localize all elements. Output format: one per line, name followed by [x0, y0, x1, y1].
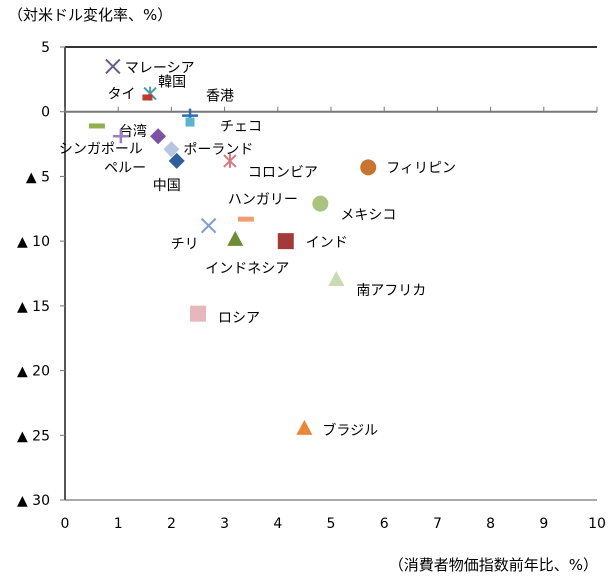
- data-label: ブラジル: [322, 422, 378, 439]
- star-marker: [223, 153, 237, 168]
- square-marker: [277, 233, 294, 250]
- data-point: 香港: [182, 89, 234, 123]
- data-point: インドネシア: [205, 230, 289, 277]
- triangle-marker: [296, 419, 313, 435]
- data-label: 南アフリカ: [356, 283, 426, 299]
- data-point: ロシア: [190, 305, 260, 327]
- triangle-marker: [227, 230, 244, 246]
- plus-marker: [112, 129, 129, 144]
- data-point: 南アフリカ: [328, 270, 426, 299]
- y-tick-label: 5: [41, 40, 50, 56]
- x-tick-label: 2: [167, 516, 176, 532]
- x-marker: [105, 58, 121, 75]
- y-tick-label: ▲ 30: [17, 493, 50, 509]
- rect-marker: [142, 94, 153, 101]
- y-axis-label: （対米ドル変化率、%）: [8, 6, 172, 24]
- x-tick-label: 4: [273, 516, 282, 532]
- data-point: ハンガリー: [228, 192, 298, 222]
- data-label: フィリピン: [386, 160, 456, 176]
- square-marker: [185, 117, 195, 127]
- data-point: ブラジル: [296, 419, 378, 439]
- y-tick-label: ▲ 25: [17, 428, 50, 444]
- x-tick-label: 1: [114, 516, 123, 532]
- x-tick-label: 6: [380, 516, 389, 532]
- data-label: ペルー: [104, 160, 146, 176]
- data-point: マレーシア: [105, 58, 195, 76]
- data-point: タイ: [107, 86, 153, 102]
- data-point: コロンビア: [223, 153, 318, 181]
- x-tick-label: 0: [61, 516, 70, 532]
- data-label: ポーランド: [183, 142, 253, 158]
- diamond-marker: [168, 152, 185, 169]
- data-label: 香港: [206, 89, 234, 105]
- data-point: ポーランド: [163, 141, 253, 158]
- data-label: ハンガリー: [228, 192, 298, 208]
- data-point: 中国: [153, 152, 185, 194]
- data-point: フィリピン: [360, 159, 456, 176]
- x-axis-label: （消費者物価指数前年比、%）: [389, 556, 598, 574]
- dash-marker: [88, 123, 105, 129]
- data-label: コロンビア: [248, 165, 318, 181]
- data-point: インド: [277, 233, 348, 251]
- x-tick-label: 5: [327, 516, 336, 532]
- data-point: チェコ: [185, 117, 262, 135]
- diamond-marker: [150, 128, 167, 145]
- x-tick-label: 7: [433, 516, 442, 532]
- data-label: シンガポール: [59, 141, 143, 157]
- data-point: ペルー: [104, 128, 167, 176]
- data-label: タイ: [107, 86, 135, 102]
- x-tick-label: 8: [486, 516, 495, 532]
- data-point: チリ: [171, 217, 217, 253]
- y-tick-label: ▲ 10: [17, 234, 50, 250]
- triangle-marker: [328, 270, 345, 286]
- data-label: マレーシア: [125, 60, 195, 76]
- data-label: チェコ: [220, 119, 262, 135]
- data-label: 韓国: [158, 75, 186, 91]
- circle-marker: [312, 195, 329, 212]
- circle-marker: [360, 159, 377, 176]
- diamond-marker: [163, 141, 180, 158]
- data-label: メキシコ: [340, 208, 396, 224]
- x-tick-label: 10: [588, 516, 606, 532]
- data-point: メキシコ: [312, 195, 396, 224]
- x-tick-label: 9: [539, 516, 548, 532]
- y-tick-label: ▲ 15: [17, 299, 50, 315]
- data-point: シンガポール: [59, 129, 143, 157]
- y-tick-label: 0: [41, 105, 50, 121]
- data-label: チリ: [171, 237, 199, 253]
- data-label: インド: [306, 235, 348, 251]
- y-tick-label: ▲ 5: [26, 169, 50, 185]
- data-label: ロシア: [218, 311, 260, 327]
- data-label: インドネシア: [205, 261, 289, 277]
- y-tick-label: ▲ 20: [17, 364, 50, 380]
- square-marker: [190, 305, 206, 322]
- data-label: 中国: [153, 178, 181, 194]
- x-tick-label: 3: [220, 516, 229, 532]
- dash-marker: [237, 216, 254, 222]
- x-marker: [200, 217, 217, 234]
